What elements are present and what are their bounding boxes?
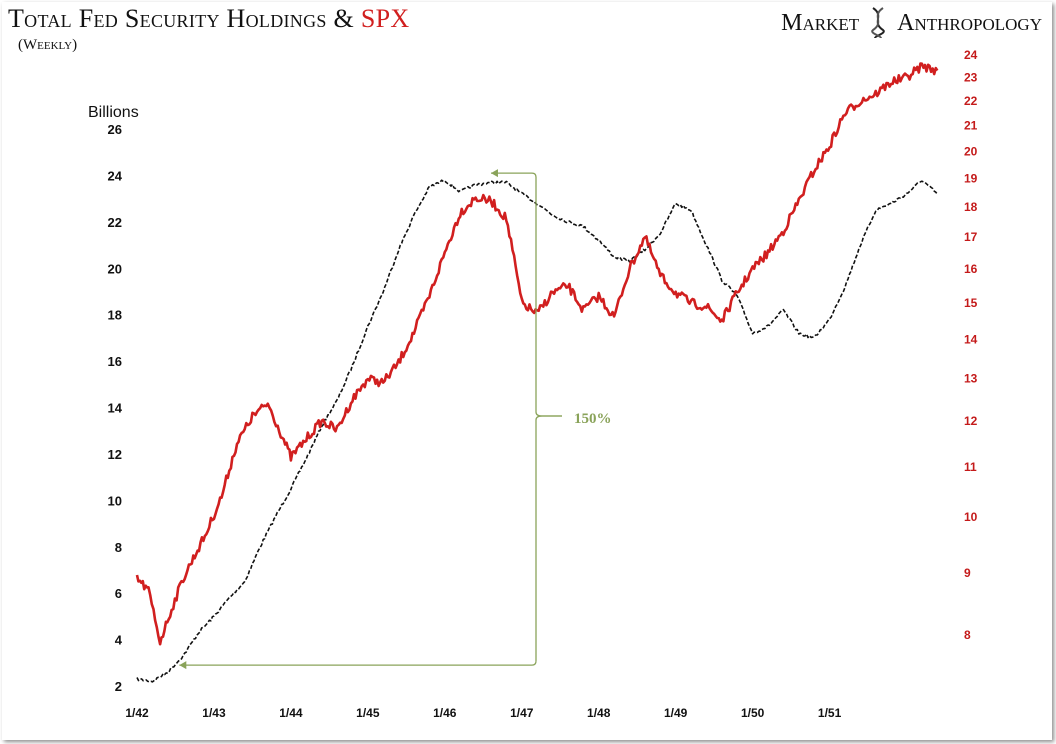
right-tick-label: 11: [964, 460, 977, 474]
right-tick-label: 9: [964, 566, 971, 580]
right-tick-label: 16: [964, 262, 978, 276]
right-tick-label: 13: [964, 372, 978, 386]
right-tick-label: 12: [964, 414, 978, 428]
left-tick-label: 12: [108, 447, 122, 462]
x-tick-label: 1/44: [279, 706, 303, 720]
right-tick-label: 20: [964, 144, 978, 158]
right-tick-label: 19: [964, 171, 978, 185]
left-tick-label: 18: [108, 308, 122, 323]
right-tick-label: 22: [964, 94, 978, 108]
annotation-label: 150%: [574, 411, 612, 427]
annotation-arrow-high: [490, 169, 498, 178]
left-tick-label: 4: [115, 633, 123, 648]
right-tick-label: 24: [964, 48, 978, 62]
left-tick-label: 2: [115, 679, 122, 694]
dna-icon: [871, 7, 885, 39]
brand-logo: Market Anthropology: [781, 6, 1042, 40]
title-highlight-spx: SPX: [360, 4, 410, 33]
annotation-bracket-lower: [535, 415, 562, 662]
left-tick-label: 14: [108, 401, 123, 416]
series-layer: [135, 62, 939, 683]
right-tick-label: 23: [964, 70, 978, 84]
x-tick-label: 1/43: [202, 706, 226, 720]
right-tick-label: 8: [964, 628, 971, 642]
x-tick-label: 1/42: [125, 706, 149, 720]
fed-holdings-line: [136, 179, 938, 683]
annotation-layer: 150%: [179, 169, 612, 670]
brand-left: Market: [781, 9, 860, 36]
x-tick-label: 1/51: [818, 706, 842, 720]
chart-title: Total Fed Security Holdings & SPX: [8, 4, 409, 34]
left-tick-label: 8: [115, 540, 122, 555]
left-tick-label: 6: [115, 586, 122, 601]
x-tick-label: 1/45: [356, 706, 380, 720]
title-main: Total Fed Security Holdings &: [8, 4, 361, 33]
right-axis-ticks: 8 9 10 11 12 13 14 15 16 17 18 19 20 21 22 23 24: [964, 48, 978, 642]
left-tick-label: 24: [108, 168, 123, 183]
x-tick-label: 1/50: [741, 706, 765, 720]
right-tick-label: 10: [964, 510, 978, 524]
left-tick-label: 10: [108, 493, 122, 508]
right-tick-label: 18: [964, 200, 978, 214]
annotation-lower-connector: [179, 661, 537, 666]
chart-subtitle: (Weekly): [18, 37, 78, 53]
x-tick-label: 1/46: [433, 706, 457, 720]
left-tick-label: 20: [108, 261, 122, 276]
brand-right: Anthropology: [897, 9, 1042, 36]
x-tick-label: 1/49: [664, 706, 688, 720]
x-tick-label: 1/47: [510, 706, 534, 720]
annotation-bracket-upper: [490, 172, 562, 417]
right-tick-label: 15: [964, 296, 978, 310]
right-tick-label: 17: [964, 230, 978, 244]
left-tick-label: 22: [108, 215, 122, 230]
right-tick-label: 14: [964, 333, 978, 347]
y-axis-label: Billions: [88, 104, 139, 121]
annotation-arrow-low: [179, 661, 187, 670]
x-tick-label: 1/48: [587, 706, 611, 720]
x-axis-ticks: 1/42 1/43 1/44 1/45 1/46 1/47 1/48 1/49 1/50 1/51: [125, 706, 841, 720]
left-tick-label: 26: [108, 122, 122, 137]
right-tick-label: 21: [964, 118, 978, 132]
left-tick-label: 16: [108, 354, 122, 369]
spx-line: [135, 62, 939, 646]
